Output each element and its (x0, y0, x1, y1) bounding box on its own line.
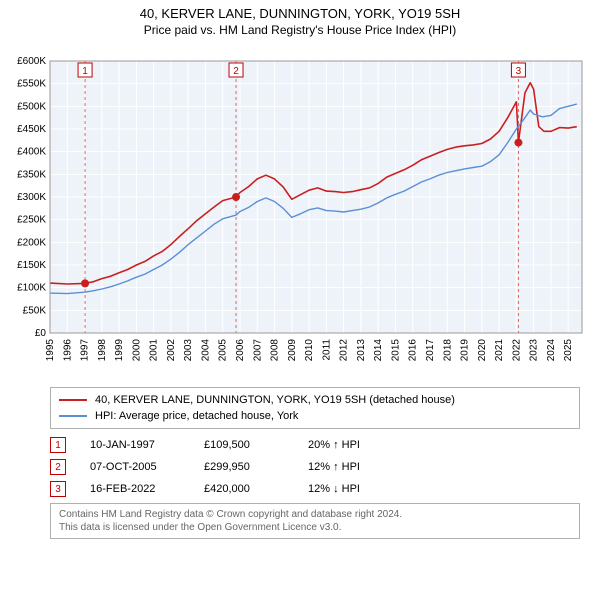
title-block: 40, KERVER LANE, DUNNINGTON, YORK, YO19 … (8, 6, 592, 37)
line-chart-svg: £0 £50K £100K £150K £200K £250K £300K £350K £400… (8, 41, 592, 381)
chart-title: 40, KERVER LANE, DUNNINGTON, YORK, YO19 … (8, 6, 592, 21)
chart-container: 40, KERVER LANE, DUNNINGTON, YORK, YO19 … (0, 0, 600, 547)
svg-text:2013: 2013 (356, 339, 367, 362)
svg-text:£600K: £600K (17, 56, 46, 67)
svg-text:£100K: £100K (17, 283, 46, 294)
svg-text:2004: 2004 (200, 339, 211, 362)
svg-text:2001: 2001 (149, 339, 160, 362)
event-marker-box: 2 (50, 459, 66, 475)
footer-line-1: Contains HM Land Registry data © Crown c… (59, 508, 571, 521)
svg-text:£350K: £350K (17, 169, 46, 180)
svg-text:£500K: £500K (17, 101, 46, 112)
svg-text:2002: 2002 (166, 339, 177, 362)
event-delta: 20% ↑ HPI (308, 439, 408, 451)
legend-swatch (59, 415, 87, 417)
legend-label: 40, KERVER LANE, DUNNINGTON, YORK, YO19 … (95, 392, 455, 408)
svg-text:2015: 2015 (390, 339, 401, 362)
svg-text:2005: 2005 (218, 339, 229, 362)
svg-text:2025: 2025 (563, 339, 574, 362)
legend-item: 40, KERVER LANE, DUNNINGTON, YORK, YO19 … (59, 392, 571, 408)
svg-text:2021: 2021 (494, 339, 505, 362)
svg-text:1: 1 (82, 66, 88, 77)
events-box: 1 10-JAN-1997 £109,500 20% ↑ HPI 2 07-OCT-200… (50, 437, 580, 497)
svg-text:2007: 2007 (252, 339, 263, 362)
svg-text:2009: 2009 (287, 339, 298, 362)
svg-text:£550K: £550K (17, 79, 46, 90)
chart-subtitle: Price paid vs. HM Land Registry's House … (8, 23, 592, 37)
event-marker-box: 3 (50, 481, 66, 497)
event-row: 1 10-JAN-1997 £109,500 20% ↑ HPI (50, 437, 580, 453)
svg-text:£200K: £200K (17, 237, 46, 248)
svg-text:2017: 2017 (425, 339, 436, 362)
svg-text:£150K: £150K (17, 260, 46, 271)
event-row: 3 16-FEB-2022 £420,000 12% ↓ HPI (50, 481, 580, 497)
legend-item: HPI: Average price, detached house, York (59, 408, 571, 424)
svg-text:2019: 2019 (460, 339, 471, 362)
event-price: £299,950 (204, 461, 284, 473)
event-row: 2 07-OCT-2005 £299,950 12% ↑ HPI (50, 459, 580, 475)
svg-text:£50K: £50K (23, 305, 47, 316)
legend-label: HPI: Average price, detached house, York (95, 408, 298, 424)
svg-text:£250K: £250K (17, 215, 46, 226)
event-delta: 12% ↓ HPI (308, 483, 408, 495)
svg-text:2024: 2024 (546, 339, 557, 362)
event-price: £420,000 (204, 483, 284, 495)
event-date: 07-OCT-2005 (90, 461, 180, 473)
event-date: 16-FEB-2022 (90, 483, 180, 495)
svg-text:£400K: £400K (17, 147, 46, 158)
legend-swatch (59, 399, 87, 401)
event-marker-box: 1 (50, 437, 66, 453)
svg-text:£0: £0 (35, 328, 47, 339)
footer-line-2: This data is licensed under the Open Gov… (59, 521, 571, 534)
footer-box: Contains HM Land Registry data © Crown c… (50, 503, 580, 539)
svg-text:3: 3 (516, 66, 522, 77)
svg-text:2011: 2011 (321, 339, 332, 361)
svg-text:2000: 2000 (131, 339, 142, 362)
svg-text:1996: 1996 (62, 339, 73, 362)
event-delta: 12% ↑ HPI (308, 461, 408, 473)
svg-text:1997: 1997 (80, 339, 91, 362)
svg-text:2010: 2010 (304, 339, 315, 362)
legend-box: 40, KERVER LANE, DUNNINGTON, YORK, YO19 … (50, 387, 580, 429)
plot-area: £0 £50K £100K £150K £200K £250K £300K £350K £400… (8, 41, 592, 381)
svg-text:2020: 2020 (477, 339, 488, 362)
svg-text:2016: 2016 (408, 339, 419, 362)
event-price: £109,500 (204, 439, 284, 451)
svg-text:2012: 2012 (339, 339, 350, 362)
svg-text:1999: 1999 (114, 339, 125, 362)
event-date: 10-JAN-1997 (90, 439, 180, 451)
svg-text:1995: 1995 (45, 339, 56, 362)
svg-text:2018: 2018 (442, 339, 453, 362)
svg-text:2014: 2014 (373, 339, 384, 362)
svg-text:2022: 2022 (511, 339, 522, 362)
svg-text:2: 2 (233, 66, 239, 77)
svg-text:2003: 2003 (183, 339, 194, 362)
svg-text:£450K: £450K (17, 124, 46, 135)
svg-text:1998: 1998 (97, 339, 108, 362)
svg-text:2006: 2006 (235, 339, 246, 362)
svg-text:£300K: £300K (17, 192, 46, 203)
svg-text:2023: 2023 (529, 339, 540, 362)
svg-text:2008: 2008 (270, 339, 281, 362)
